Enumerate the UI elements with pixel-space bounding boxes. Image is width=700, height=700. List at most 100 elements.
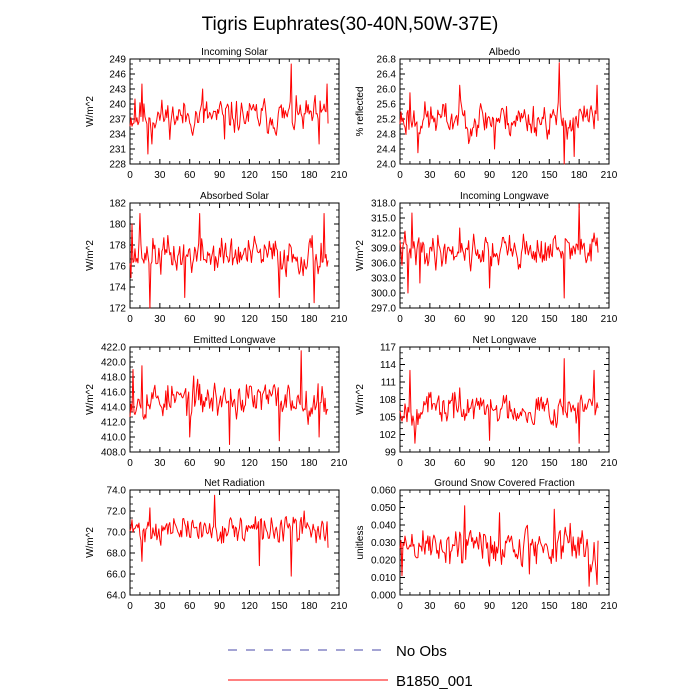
- legend: No Obs B1850_001: [228, 643, 473, 690]
- x-tick-label: 30: [154, 601, 166, 612]
- y-tick-label: 0.030: [371, 538, 396, 549]
- y-tick-label: 24.4: [377, 145, 397, 156]
- y-axis-label: unitless: [355, 526, 366, 560]
- y-tick-label: 0.060: [371, 486, 396, 497]
- y-axis-label: W/m^2: [355, 384, 366, 415]
- y-tick-label: 231: [109, 145, 126, 156]
- y-tick-label: 318.0: [371, 199, 396, 210]
- y-tick-label: 176: [109, 262, 126, 273]
- x-tick-label: 90: [214, 458, 226, 469]
- x-tick-label: 120: [241, 170, 258, 181]
- x-tick-label: 0: [127, 458, 133, 469]
- x-tick-label: 60: [184, 458, 196, 469]
- x-tick-label: 120: [241, 458, 258, 469]
- panel-title: Net Radiation: [204, 478, 265, 489]
- x-tick-label: 180: [301, 458, 318, 469]
- x-tick-label: 120: [241, 314, 258, 325]
- x-tick-label: 120: [241, 601, 258, 612]
- plot-frame: [129, 58, 340, 165]
- y-tick-label: 114: [380, 360, 396, 371]
- y-tick-label: 102: [379, 430, 396, 441]
- x-tick-label: 150: [541, 601, 558, 612]
- y-tick-label: 74.0: [107, 486, 127, 497]
- x-tick-label: 30: [424, 314, 436, 325]
- x-tick-label: 150: [541, 458, 558, 469]
- series-line-b1850-001: [399, 203, 599, 299]
- y-tick-label: 117: [380, 343, 396, 354]
- x-tick-label: 210: [331, 458, 348, 469]
- panel-title: Absorbed Solar: [200, 191, 270, 202]
- panel-title: Albedo: [489, 47, 521, 58]
- y-tick-label: 315.0: [371, 214, 396, 225]
- x-tick-label: 90: [214, 170, 226, 181]
- y-tick-label: 68.0: [107, 549, 127, 560]
- series-line-b1850-001: [129, 213, 329, 309]
- series-line-b1850-001: [399, 62, 599, 165]
- x-tick-label: 30: [154, 458, 166, 469]
- y-tick-label: 420.0: [101, 358, 126, 369]
- x-tick-label: 90: [214, 601, 226, 612]
- x-tick-label: 30: [424, 170, 436, 181]
- x-tick-label: 0: [397, 170, 403, 181]
- x-tick-label: 30: [424, 601, 436, 612]
- y-tick-label: 0.020: [371, 556, 396, 567]
- y-tick-label: 309.0: [371, 244, 396, 255]
- y-tick-label: 240: [109, 100, 126, 111]
- y-axis-label: W/m^2: [85, 384, 96, 415]
- y-axis-label: W/m^2: [85, 96, 96, 127]
- y-tick-label: 174: [109, 283, 126, 294]
- x-tick-label: 120: [511, 458, 528, 469]
- x-tick-label: 120: [511, 314, 528, 325]
- y-tick-label: 297.0: [371, 304, 396, 315]
- y-tick-label: 26.4: [377, 70, 397, 81]
- y-tick-label: 300.0: [371, 289, 396, 300]
- x-tick-label: 180: [301, 314, 318, 325]
- x-tick-label: 60: [454, 314, 466, 325]
- x-tick-label: 30: [154, 314, 166, 325]
- x-tick-label: 90: [484, 601, 496, 612]
- series-line-b1850-001: [129, 350, 329, 445]
- x-tick-label: 60: [454, 170, 466, 181]
- x-tick-label: 180: [571, 314, 588, 325]
- y-tick-label: 414.0: [101, 403, 126, 414]
- x-tick-label: 210: [601, 170, 618, 181]
- panel-incoming-longwave: Incoming Longwave W/m^2 0 30 60 90 120 150 180 21…: [355, 191, 618, 325]
- x-tick-label: 150: [271, 170, 288, 181]
- x-tick-label: 0: [397, 458, 403, 469]
- y-axis-label: W/m^2: [85, 527, 96, 558]
- plot-frame: [129, 346, 340, 453]
- y-tick-label: 105: [379, 413, 396, 424]
- panel-albedo: Albedo % reflected 0 30 60 90 120 150 180 210 26.8…: [355, 47, 618, 181]
- y-tick-label: 111: [381, 378, 397, 389]
- series-line-b1850-001: [399, 358, 599, 444]
- panels: Incoming Solar W/m^2 0 30 60 90 120 150 180 210 24…: [85, 47, 618, 612]
- legend-label-b1850: B1850_001: [396, 673, 473, 690]
- x-tick-label: 150: [271, 314, 288, 325]
- x-tick-label: 60: [184, 170, 196, 181]
- y-tick-label: 172: [109, 304, 126, 315]
- x-tick-label: 0: [127, 170, 133, 181]
- y-tick-label: 249: [109, 55, 126, 66]
- panel-incoming-solar: Incoming Solar W/m^2 0 30 60 90 120 150 180 210 24…: [85, 47, 348, 181]
- y-tick-label: 25.2: [377, 115, 397, 126]
- y-tick-label: 0.000: [371, 591, 396, 602]
- y-tick-label: 178: [109, 241, 126, 252]
- y-tick-label: 108: [379, 395, 396, 406]
- y-tick-label: 180: [109, 220, 126, 231]
- y-tick-label: 228: [109, 160, 126, 171]
- x-tick-label: 60: [454, 458, 466, 469]
- y-tick-label: 0.050: [371, 503, 396, 514]
- y-axis-label: W/m^2: [85, 240, 96, 271]
- x-tick-label: 150: [271, 601, 288, 612]
- x-tick-label: 30: [154, 170, 166, 181]
- x-tick-label: 0: [397, 314, 403, 325]
- x-tick-label: 180: [301, 170, 318, 181]
- panel-ground-snow-covered-fraction: Ground Snow Covered Fraction unitless 0 30 6…: [355, 478, 618, 612]
- y-tick-label: 306.0: [371, 259, 396, 270]
- plot-frame: [399, 58, 610, 165]
- y-tick-label: 416.0: [101, 388, 126, 399]
- x-tick-label: 210: [331, 170, 348, 181]
- panel-net-longwave: Net Longwave W/m^2 0 30 60 90 120 150 180 210 117 1…: [355, 335, 618, 469]
- y-tick-label: 24.8: [377, 130, 397, 141]
